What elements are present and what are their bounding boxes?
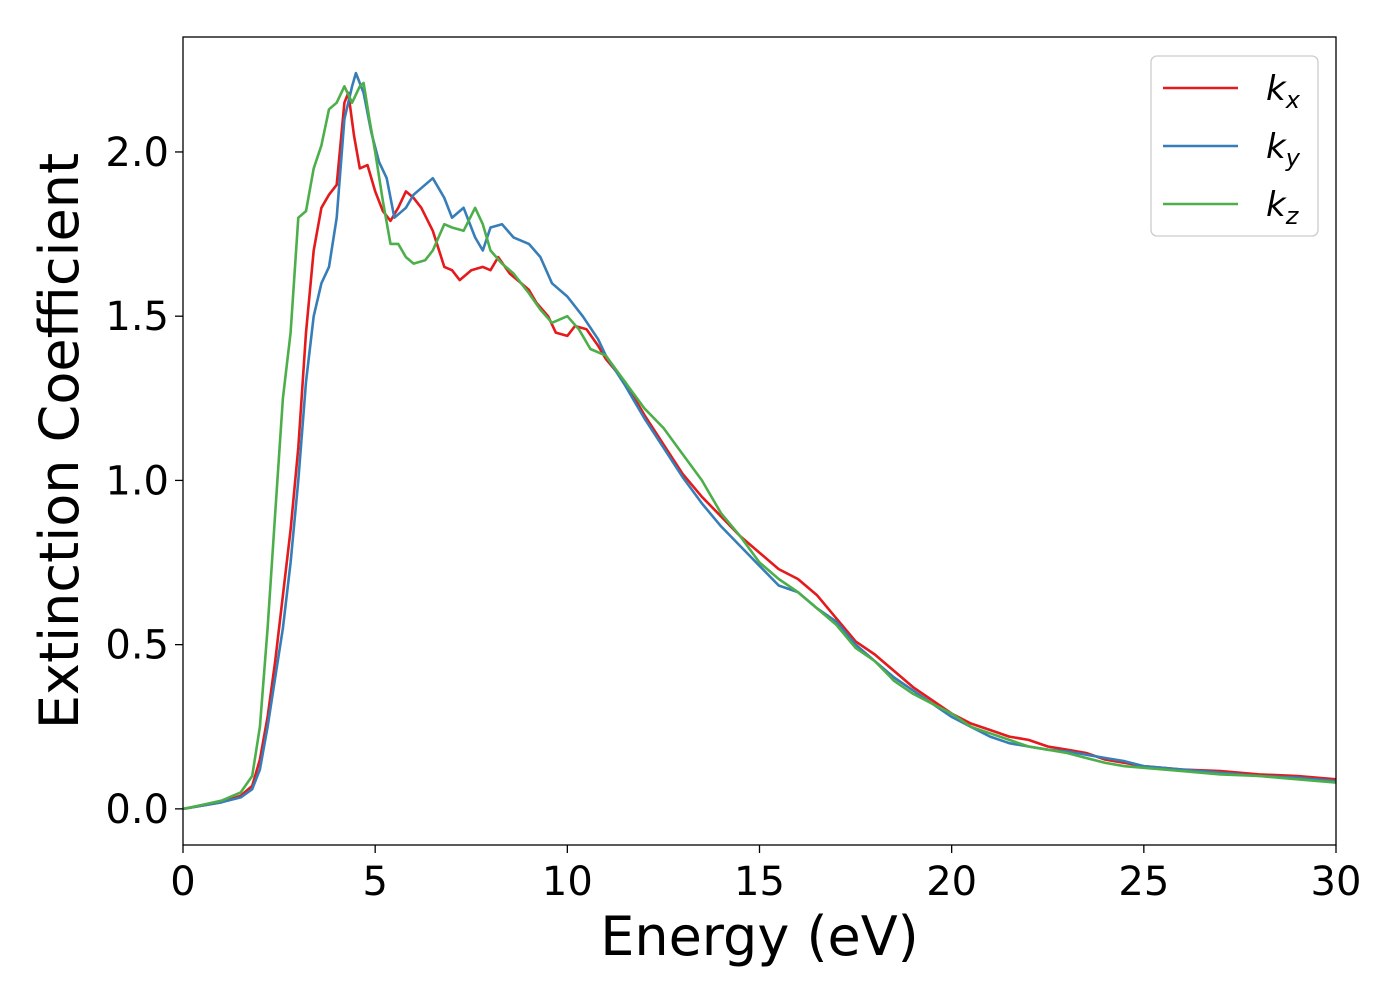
y-tick-label: 2.0 — [105, 130, 169, 176]
x-axis-label: Energy (eV) — [600, 905, 919, 968]
series-line-ky — [182, 71, 1337, 811]
x-tick-label: 15 — [734, 859, 785, 905]
x-tick-label: 0 — [170, 859, 195, 905]
series-line-kz — [182, 81, 1337, 811]
y-tick-label: 0.0 — [105, 787, 169, 833]
legend-label-kz: kz — [1266, 185, 1300, 230]
x-tick-label: 25 — [1118, 859, 1169, 905]
legend: kx ky kz — [1150, 55, 1319, 237]
ticks-layer: 0 5 10 15 20 25 30 0.0 0.5 1.0 1.5 2.0 — [105, 130, 1361, 905]
legend-label-kx: kx — [1266, 69, 1301, 114]
y-axis-label: Extinction Coefficient — [28, 153, 91, 729]
y-tick-label: 0.5 — [105, 623, 169, 669]
x-tick-label: 30 — [1311, 859, 1362, 905]
x-tick-label: 5 — [362, 859, 387, 905]
y-tick-label: 1.0 — [105, 458, 169, 504]
legend-label-ky: ky — [1266, 127, 1301, 172]
y-tick-label: 1.5 — [105, 294, 169, 340]
lines-layer — [182, 71, 1337, 811]
x-tick-label: 10 — [542, 859, 593, 905]
x-tick-label: 20 — [926, 859, 977, 905]
series-line-kx — [182, 91, 1337, 811]
